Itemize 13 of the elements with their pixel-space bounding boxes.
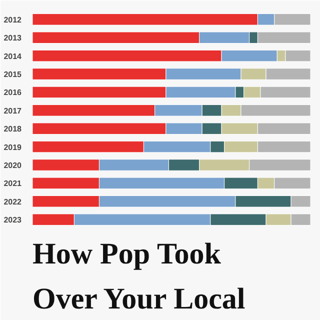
y-tick-label: 2015 — [4, 70, 22, 80]
y-tick-label: 2012 — [4, 15, 22, 24]
y-tick-label: 2023 — [4, 216, 22, 225]
y-tick-label: 2022 — [4, 197, 22, 206]
y-tick-label: 2014 — [4, 52, 22, 61]
y-tick-label: 2013 — [4, 34, 22, 43]
y-tick-label: 2017 — [4, 106, 22, 116]
y-tick-label: 2021 — [4, 179, 22, 188]
y-tick-label: 2019 — [4, 142, 22, 152]
y-tick-label: 2020 — [4, 160, 22, 170]
y-tick-label: 2018 — [4, 124, 22, 134]
text: How Pop Took Over Your Local — [32, 238, 246, 316]
y-tick-label: 2016 — [4, 88, 22, 98]
